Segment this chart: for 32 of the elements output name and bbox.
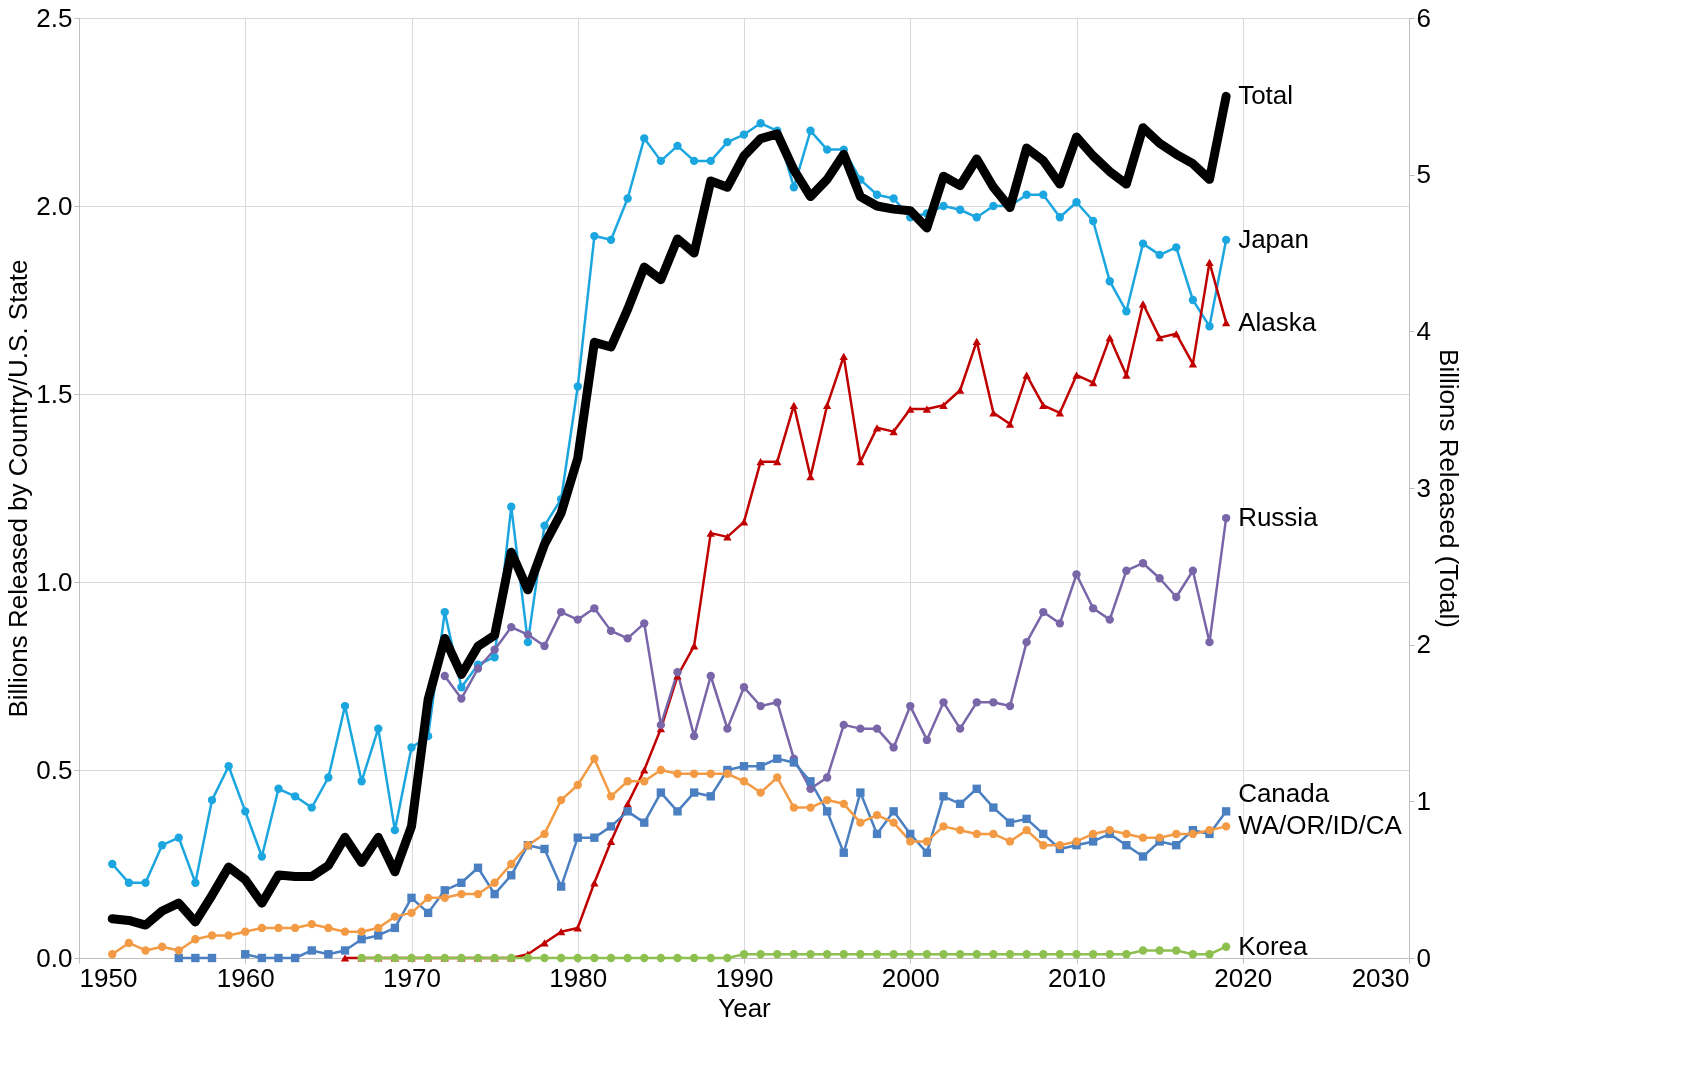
y2-tick-label: 0 — [1416, 942, 1431, 973]
x-tick-label: 1960 — [216, 962, 275, 993]
y2-axis-title: Billions Released (Total) — [1433, 349, 1464, 628]
series-label: WA/OR/ID/CA — [1238, 810, 1403, 841]
y2-tick-label: 2 — [1416, 629, 1431, 660]
x-tick-label: 2000 — [881, 962, 940, 993]
x-tick-label: 1950 — [79, 962, 138, 993]
x-tick-label: 2030 — [1351, 962, 1410, 993]
y2-tick-label: 6 — [1416, 2, 1431, 33]
x-tick-label: 1990 — [715, 962, 774, 993]
x-tick-label: 1980 — [549, 962, 608, 993]
x-tick-label: 1970 — [383, 962, 441, 993]
y-tick-label: 0.0 — [36, 942, 73, 973]
x-tick-label: 2010 — [1048, 962, 1106, 993]
y2-tick-label: 4 — [1416, 315, 1431, 346]
y-tick-label: 1.5 — [36, 378, 73, 409]
y-tick-label: 2.5 — [36, 2, 73, 33]
y2-tick-label: 5 — [1416, 159, 1431, 190]
series-label: Russia — [1238, 502, 1319, 533]
x-tick-label: 2020 — [1214, 962, 1273, 993]
y2-tick-label: 3 — [1416, 472, 1431, 503]
y2-tick-label: 1 — [1416, 785, 1431, 816]
series-label: Canada — [1238, 777, 1330, 808]
y-tick-label: 2.0 — [36, 190, 73, 221]
y-axis-title: Billions Released by Country/U.S. State — [3, 259, 34, 718]
series-label: Japan — [1238, 223, 1309, 254]
series-label: Total — [1238, 80, 1294, 111]
x-axis-title: Year — [718, 992, 772, 1023]
y-tick-label: 0.5 — [36, 754, 73, 785]
y-tick-label: 1.0 — [36, 566, 73, 597]
series-label: Korea — [1238, 930, 1309, 961]
series-label: Alaska — [1238, 306, 1317, 337]
